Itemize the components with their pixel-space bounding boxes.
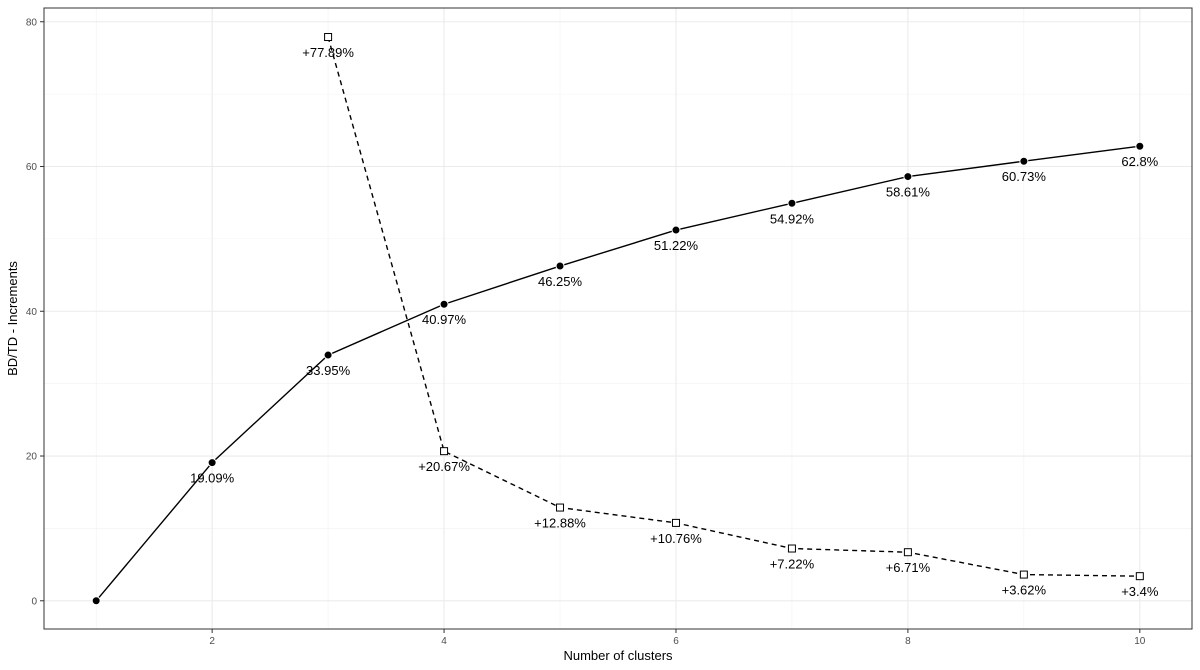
data-point: [91, 596, 101, 606]
y-tick-label: 40: [26, 307, 38, 318]
series-line: [95, 145, 1140, 602]
data-label: 62.8%: [1121, 154, 1158, 169]
series-2: +77.89% +20.67% +12.88% +10.76% +7.22% +6.71%…: [302, 33, 1159, 599]
data-label: +3.62%: [1002, 583, 1047, 598]
data-label: 51.22%: [654, 238, 699, 253]
data-label: 19.09%: [190, 471, 235, 486]
plot-background: [44, 8, 1192, 629]
x-axis-title: Number of clusters: [563, 648, 673, 663]
data-label: 60.73%: [1002, 169, 1047, 184]
data-label: +3.4%: [1121, 584, 1159, 599]
data-label: +6.71%: [886, 560, 931, 575]
y-tick-label: 80: [26, 17, 38, 28]
data-point: [671, 225, 681, 235]
data-label: +12.88%: [534, 516, 586, 531]
y-axis-title: BD/TD - Increments: [5, 261, 20, 376]
data-label: +77.89%: [302, 45, 354, 60]
x-tick-label: 4: [441, 636, 447, 647]
data-point: [787, 544, 796, 553]
y-axis: 0 20 40 60 80: [26, 17, 44, 607]
minor-gridlines: [44, 8, 1192, 629]
x-axis: 2 4 6 8 10: [209, 629, 1146, 647]
series-line: [327, 36, 1140, 577]
data-label: 46.25%: [538, 274, 583, 289]
plot-border: [43, 7, 1193, 630]
data-label: 58.61%: [886, 185, 931, 200]
data-point: [671, 518, 680, 527]
data-point: [556, 503, 565, 512]
data-point: [323, 350, 333, 360]
y-tick-label: 20: [26, 452, 38, 463]
data-point: [1019, 156, 1029, 166]
data-point: [903, 548, 912, 557]
x-tick-label: 10: [1134, 636, 1146, 647]
data-point: [440, 447, 449, 456]
data-point: [439, 299, 449, 309]
data-label: 40.97%: [422, 312, 467, 327]
major-gridlines: [44, 8, 1192, 629]
data-point: [787, 198, 797, 208]
series-layer: 19.09% 33.95% 40.97% 46.25% 51.22% 54.92% 58.6…: [91, 33, 1159, 606]
data-point: [555, 261, 565, 271]
data-label: 33.95%: [306, 363, 351, 378]
x-tick-label: 8: [905, 636, 911, 647]
data-point: [1019, 570, 1028, 579]
x-tick-label: 2: [209, 636, 215, 647]
data-label: +7.22%: [770, 557, 815, 572]
y-tick-label: 0: [31, 596, 37, 607]
data-point: [903, 172, 913, 182]
data-label: 54.92%: [770, 211, 815, 226]
series-1: 19.09% 33.95% 40.97% 46.25% 51.22% 54.92% 58.6…: [91, 141, 1159, 606]
data-point: [1135, 141, 1145, 151]
data-point: [324, 33, 333, 42]
y-tick-label: 60: [26, 162, 38, 173]
data-label: +20.67%: [418, 459, 470, 474]
data-point: [1135, 572, 1144, 581]
x-tick-label: 6: [673, 636, 679, 647]
data-label: +10.76%: [650, 531, 702, 546]
data-point: [207, 458, 217, 468]
